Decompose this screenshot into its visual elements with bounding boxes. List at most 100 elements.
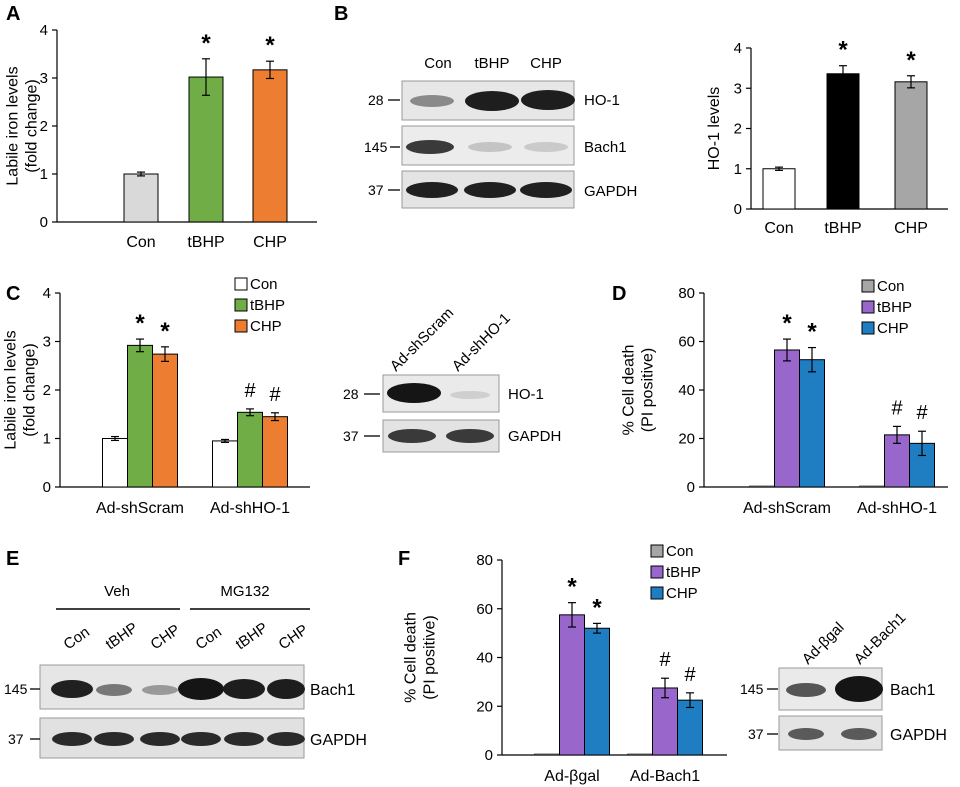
panel-letter-c: C xyxy=(6,283,20,305)
y-tick-label: 80 xyxy=(476,552,493,569)
significance-hash: # xyxy=(891,397,903,419)
x-category-label: Ad-βgal xyxy=(544,768,599,785)
x-category-label: Ad-shHO-1 xyxy=(857,500,937,517)
blot-e: Veh MG132 Con tBHP CHP Con tBHP CHP 145 … xyxy=(4,583,367,759)
significance-hash: # xyxy=(684,664,696,686)
blot-band xyxy=(841,728,877,740)
y-axis-label: % Cell death xyxy=(403,612,420,703)
blot-e-lane-label: Con xyxy=(61,624,93,654)
x-category-label: tBHP xyxy=(187,234,224,251)
blot-c-lane-label: Ad-shScram xyxy=(387,304,457,374)
blot-b-protein-label: HO-1 xyxy=(584,92,620,109)
bar xyxy=(102,438,128,488)
bar xyxy=(252,69,288,223)
y-axis-label: % Cell death xyxy=(621,345,638,436)
significance-star: * xyxy=(160,318,170,345)
blot-band xyxy=(788,728,824,740)
significance-hash: # xyxy=(659,649,671,671)
y-tick-label: 4 xyxy=(43,285,51,302)
x-category-label: Ad-shHO-1 xyxy=(210,500,290,517)
y-tick-label: 60 xyxy=(678,334,695,351)
blot-band xyxy=(520,182,572,198)
x-category-label: Ad-shScram xyxy=(743,500,831,517)
significance-star: * xyxy=(782,310,792,337)
blot-b-mw: 145 xyxy=(364,139,388,155)
legend-swatch xyxy=(861,321,875,335)
blot-e-mw: 37 xyxy=(8,731,24,747)
y-tick-label: 20 xyxy=(476,698,493,715)
blot-band xyxy=(524,142,568,152)
x-category-label: Ad-Bach1 xyxy=(630,768,700,785)
y-axis-label: (PI positive) xyxy=(640,348,657,432)
legend-label: tBHP xyxy=(666,564,701,581)
y-axis-label: (fold change) xyxy=(24,79,41,172)
y-tick-label: 3 xyxy=(734,80,742,97)
x-category-label: Con xyxy=(764,220,793,237)
bar xyxy=(127,344,153,488)
bar xyxy=(188,76,224,223)
blot-band xyxy=(267,732,305,746)
legend-swatch xyxy=(650,544,664,558)
legend-swatch xyxy=(650,565,664,579)
blot-f-mw: 37 xyxy=(748,726,764,742)
blot-b-mw: 28 xyxy=(368,92,384,108)
chart-d: 0 20 40 60 80 % Cell death (PI positive) * * Ad-s… xyxy=(621,278,948,517)
chart-c: 0 1 2 3 4 Labile iron levels (fold change) * * Ad… xyxy=(3,276,310,517)
blot-band xyxy=(140,732,180,746)
blot-band xyxy=(406,182,458,198)
blot-f-lane-label: Ad-Bach1 xyxy=(851,609,910,668)
significance-star: * xyxy=(807,319,817,346)
legend-label: tBHP xyxy=(250,297,285,314)
legend-label: Con xyxy=(250,276,278,293)
significance-star: * xyxy=(906,47,916,74)
blot-e-group-label: Veh xyxy=(104,583,130,600)
legend-swatch xyxy=(234,298,248,312)
blot-f: Ad-βgal Ad-Bach1 145 37 Bach1 GAPDH xyxy=(740,609,947,751)
blot-e-lane-label: tBHP xyxy=(233,619,271,653)
blot-band xyxy=(410,95,454,107)
panel-letter-a: A xyxy=(6,3,20,25)
bar xyxy=(859,485,885,488)
blot-e-mw: 145 xyxy=(4,681,28,697)
y-tick-label: 80 xyxy=(678,285,695,302)
bar xyxy=(627,753,653,756)
blot-f-protein-label: GAPDH xyxy=(890,727,947,744)
blot-b-lane-label: Con xyxy=(424,55,452,72)
y-tick-label: 60 xyxy=(476,601,493,618)
y-axis-label: HO-1 levels xyxy=(706,87,723,171)
blot-band xyxy=(94,732,134,746)
y-tick-label: 1 xyxy=(40,166,48,183)
y-axis-label: (fold change) xyxy=(22,343,39,436)
blot-c: Ad-shScram Ad-shHO-1 28 37 HO-1 GAPDH xyxy=(343,304,561,453)
significance-star: * xyxy=(838,37,848,64)
legend-label: CHP xyxy=(877,320,909,337)
legend-swatch xyxy=(650,586,664,600)
blot-e-group-label: MG132 xyxy=(220,583,269,600)
legend-swatch xyxy=(861,300,875,314)
y-tick-label: 0 xyxy=(485,747,493,764)
y-tick-label: 2 xyxy=(734,121,742,138)
blot-e-protein-label: GAPDH xyxy=(310,732,367,749)
panel-letter-e: E xyxy=(6,548,19,570)
y-tick-label: 40 xyxy=(678,382,695,399)
significance-star: * xyxy=(135,310,145,337)
y-tick-label: 20 xyxy=(678,431,695,448)
significance-star: * xyxy=(592,594,602,621)
panel-letter-b: B xyxy=(334,3,348,25)
blot-e-lane-label: CHP xyxy=(148,621,184,653)
chart-a: 0 1 2 3 4 Labile iron levels (fold change) Con *… xyxy=(5,22,317,251)
legend-label: tBHP xyxy=(877,299,912,316)
bar xyxy=(749,485,775,488)
blot-band xyxy=(446,429,494,443)
blot-band xyxy=(468,142,512,152)
blot-c-protein-label: HO-1 xyxy=(508,386,544,403)
bar xyxy=(826,73,860,210)
y-tick-label: 3 xyxy=(40,70,48,87)
blot-e-lane-label: CHP xyxy=(276,621,312,653)
bar xyxy=(677,699,703,756)
bar xyxy=(262,416,288,488)
blot-band xyxy=(521,90,575,110)
bar xyxy=(152,353,178,488)
significance-star: * xyxy=(201,30,211,57)
